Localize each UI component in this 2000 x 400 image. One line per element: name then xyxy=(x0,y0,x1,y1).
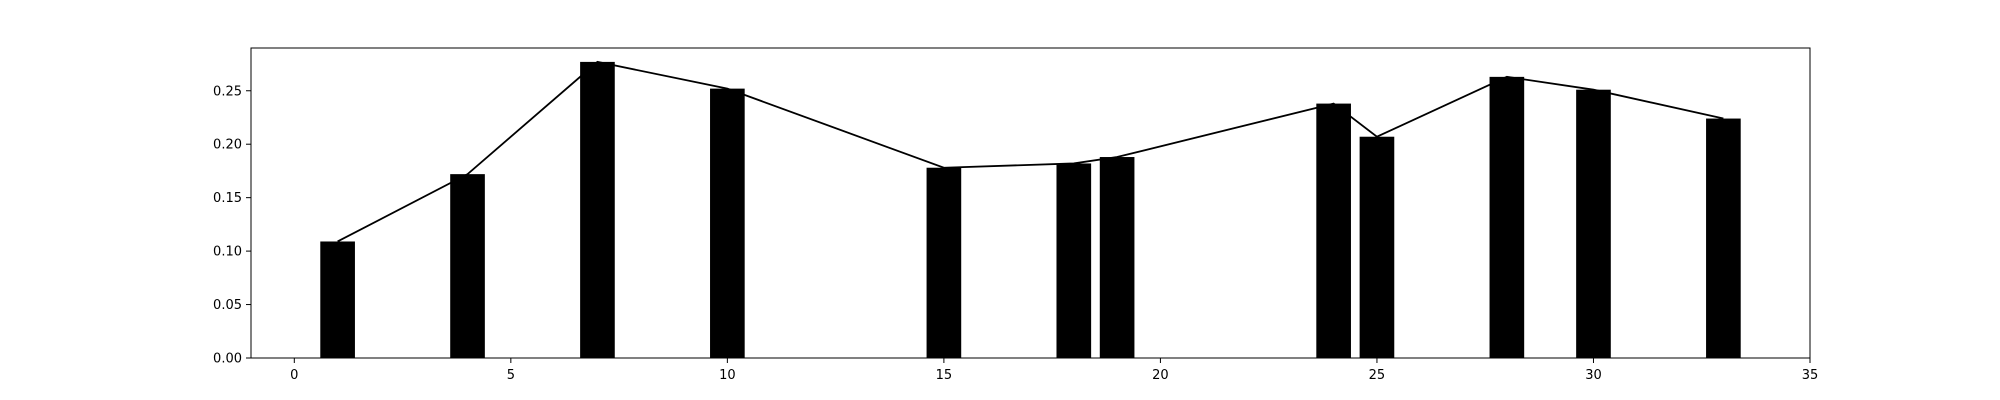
bar xyxy=(1576,89,1611,359)
x-tick-label: 0 xyxy=(290,368,298,383)
x-tick-label: 5 xyxy=(507,368,515,383)
bar xyxy=(1489,76,1525,359)
bar xyxy=(1359,136,1395,358)
y-tick-label: 0.25 xyxy=(213,84,242,99)
bar xyxy=(710,88,745,358)
y-axis: 0.00 0.05 0.10 0.15 0.20 0.25 xyxy=(213,84,251,367)
x-tick-label: 25 xyxy=(1369,368,1386,383)
y-tick-label: 0.20 xyxy=(213,138,242,153)
x-tick-label: 30 xyxy=(1585,368,1602,383)
x-tick-label: 35 xyxy=(1802,368,1819,383)
y-tick-label: 0.05 xyxy=(213,298,242,313)
bar-group xyxy=(320,61,1741,359)
y-tick-label: 0.10 xyxy=(213,245,242,260)
y-tick-label: 0.15 xyxy=(213,191,242,206)
y-tick-label: 0.00 xyxy=(213,352,242,367)
x-tick-label: 10 xyxy=(719,368,736,383)
x-tick-label: 15 xyxy=(936,368,953,383)
bar xyxy=(1706,118,1741,358)
x-tick-label: 20 xyxy=(1152,368,1169,383)
series-line xyxy=(337,60,1724,243)
bar xyxy=(580,61,615,359)
bar xyxy=(320,241,355,358)
bar xyxy=(1316,103,1351,358)
bar xyxy=(926,167,962,358)
bar xyxy=(450,174,485,358)
plot-frame xyxy=(250,47,1811,359)
bar xyxy=(1099,157,1135,358)
bar xyxy=(1056,163,1092,358)
x-axis: 0 5 10 15 20 25 30 35 xyxy=(290,358,1818,383)
